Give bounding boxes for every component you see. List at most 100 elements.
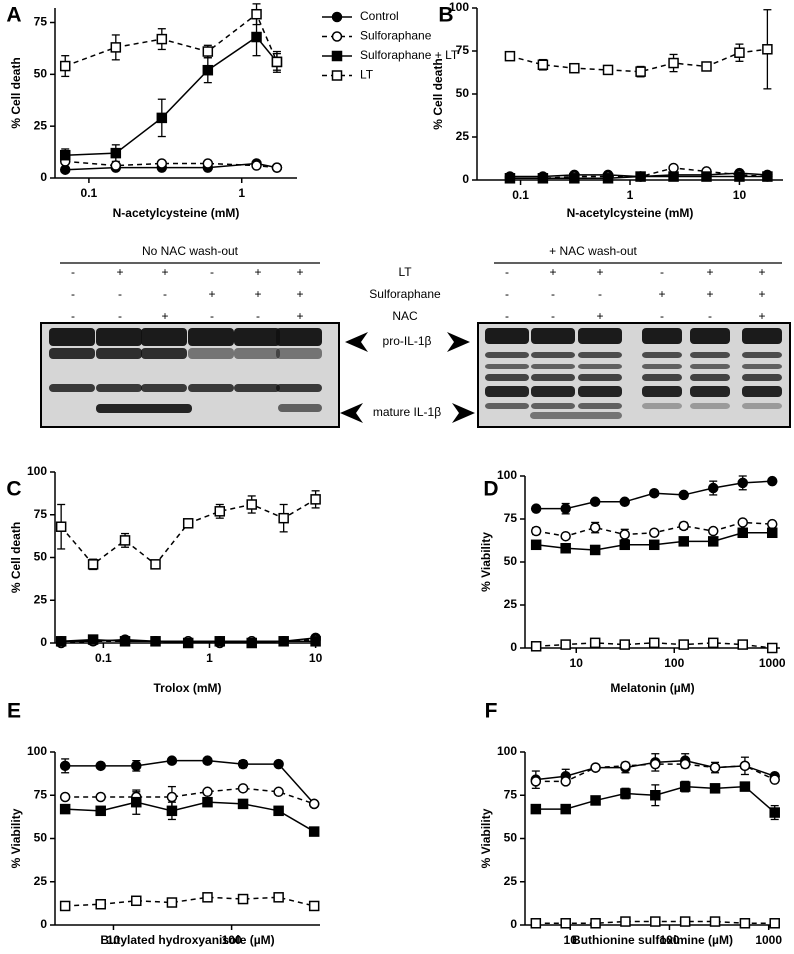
x-tick-label: 100 — [222, 933, 242, 947]
marker — [734, 47, 745, 58]
treatment-sign: - — [660, 265, 664, 279]
y-tick-label: 75 — [504, 511, 518, 525]
blot-band — [642, 364, 682, 369]
blot-band — [690, 364, 730, 369]
arrow-head — [447, 332, 470, 352]
treatment-sign: - — [708, 309, 712, 323]
series-line — [65, 896, 315, 907]
y-tick-label: 0 — [40, 917, 47, 931]
treatment-sign: + — [296, 265, 303, 279]
marker — [55, 636, 67, 647]
x-tick-label: 0.1 — [512, 188, 529, 202]
y-tick-label: 25 — [34, 874, 48, 888]
marker — [131, 895, 142, 907]
y-tick-label: 75 — [34, 787, 48, 801]
treatment-sign: + — [161, 309, 168, 323]
marker — [737, 639, 748, 650]
marker — [619, 529, 630, 540]
row-label: Sulforaphane — [369, 287, 441, 301]
y-tick-label: 0 — [510, 917, 517, 931]
marker — [560, 776, 571, 787]
marker — [202, 158, 214, 169]
blot-band — [531, 386, 575, 397]
marker — [166, 805, 178, 817]
x-axis-label: Butylated hydroxyanisole (µM) — [100, 933, 274, 947]
marker — [182, 518, 194, 529]
y-axis-label: % Cell death — [431, 58, 445, 129]
marker — [273, 805, 284, 817]
blot-band — [49, 328, 95, 346]
marker — [59, 760, 71, 772]
x-tick-label: 100 — [659, 933, 679, 947]
treatment-sign: + — [758, 309, 765, 323]
marker — [59, 803, 71, 815]
y-tick-label: 50 — [456, 86, 470, 100]
marker — [87, 559, 99, 570]
marker — [620, 788, 631, 799]
treatment-sign: - — [163, 287, 167, 301]
arrow-head — [340, 403, 363, 423]
marker — [150, 559, 161, 570]
marker — [769, 918, 780, 929]
marker — [678, 639, 689, 650]
legend-marker — [331, 70, 343, 81]
marker — [668, 162, 679, 174]
blot-band — [578, 328, 622, 344]
marker — [530, 525, 542, 537]
treatment-sign: + — [296, 287, 303, 301]
blot-band — [642, 352, 682, 358]
blot-band — [690, 328, 730, 344]
treatment-sign: + — [296, 309, 303, 323]
marker — [766, 475, 778, 487]
y-tick-label: 25 — [504, 597, 518, 611]
marker — [589, 637, 601, 649]
marker — [590, 795, 601, 806]
panel-label: F — [485, 700, 498, 723]
treatment-sign: - — [505, 265, 509, 279]
blot-band — [96, 404, 192, 413]
treatment-sign: + — [596, 309, 603, 323]
blot-band — [96, 328, 142, 346]
panel-label: C — [6, 478, 21, 501]
marker — [504, 173, 516, 184]
marker — [59, 60, 71, 72]
y-tick-label: 75 — [34, 15, 48, 29]
panel-label: E — [7, 700, 21, 723]
blot-band — [234, 348, 280, 359]
marker — [701, 61, 712, 72]
marker — [59, 900, 71, 912]
legend-label: Sulforaphane — [360, 29, 432, 43]
blot-band — [578, 386, 622, 397]
treatment-sign: - — [598, 287, 602, 301]
treatment-sign: - — [505, 287, 509, 301]
marker — [202, 796, 213, 808]
blot-band — [234, 384, 280, 392]
blot-band — [578, 403, 622, 409]
x-tick-label: 10 — [733, 188, 747, 202]
marker — [182, 637, 194, 649]
marker — [648, 487, 660, 499]
blot-band — [690, 386, 730, 397]
y-tick-label: 75 — [504, 787, 518, 801]
marker — [278, 512, 289, 524]
legend-label: Sulforaphane + LT — [360, 48, 459, 62]
marker — [251, 8, 262, 20]
marker — [701, 171, 712, 182]
blot-band — [485, 374, 529, 381]
marker — [648, 539, 660, 551]
treatment-sign: - — [210, 309, 214, 323]
x-tick-label: 1000 — [759, 656, 786, 670]
marker — [214, 506, 226, 517]
marker — [166, 791, 178, 803]
y-tick-label: 0 — [510, 640, 517, 654]
marker — [766, 642, 778, 654]
blot-band — [578, 352, 622, 358]
marker — [110, 147, 122, 159]
marker — [737, 477, 748, 489]
treatment-sign: + — [758, 265, 765, 279]
treatment-sign: - — [256, 309, 260, 323]
y-tick-label: 0 — [40, 635, 47, 649]
y-tick-label: 75 — [34, 507, 48, 521]
x-tick-label: 0.1 — [81, 186, 98, 200]
